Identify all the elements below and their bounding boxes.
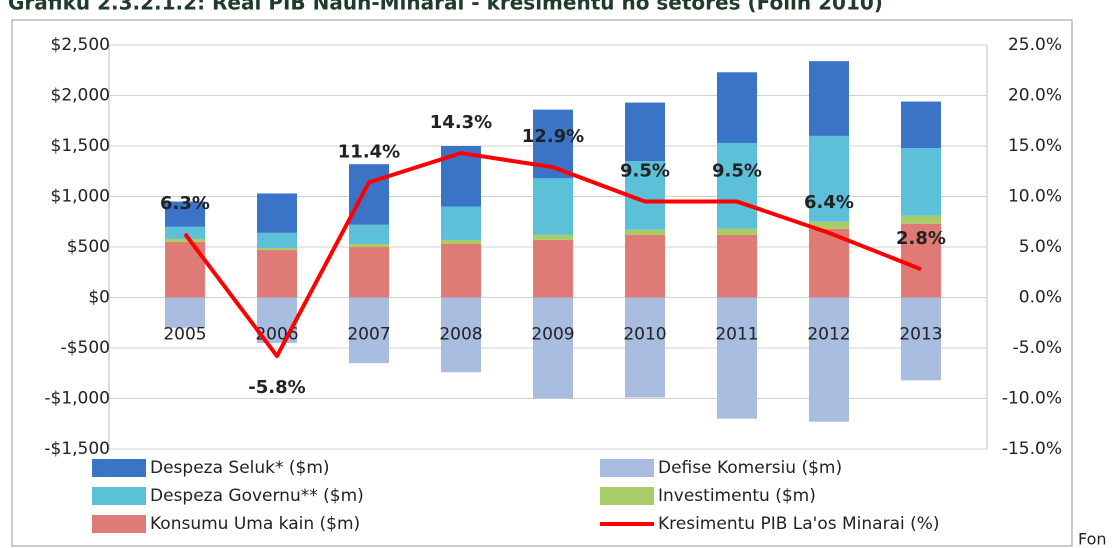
bar-segment (717, 142, 757, 229)
bar-segment (625, 102, 665, 162)
data-label: 14.3% (430, 112, 492, 133)
bar-segment (441, 243, 481, 298)
bar-segment (533, 297, 573, 399)
bar-segment (165, 238, 205, 242)
x-tick-label: 2010 (623, 325, 666, 345)
legend-label: Investimentu ($m) (658, 486, 816, 506)
source-note: Fon (1078, 530, 1107, 548)
legend-label: Despeza Governu** ($m) (150, 486, 364, 506)
x-tick-label: 2012 (807, 325, 850, 345)
y-tick-label: $2,500 (51, 35, 110, 55)
bar-segment (809, 297, 849, 422)
bar-segment (165, 226, 205, 239)
bar-segment (533, 178, 573, 235)
bar-segment (809, 61, 849, 136)
bar-segment (533, 239, 573, 298)
data-label: 11.4% (338, 141, 400, 162)
y2-tick-label: 20.0% (1008, 86, 1062, 106)
legend-label: Defise Komersiu ($m) (658, 458, 842, 478)
chart-title: Grafiku 2.3.2.1.2: Real PIB Naun-Minarai… (8, 0, 883, 15)
data-label: 6.3% (160, 193, 210, 214)
y2-tick-label: 5.0% (1019, 237, 1062, 257)
bar-segment (901, 215, 941, 224)
y2-tick-label: 15.0% (1008, 136, 1062, 156)
x-tick-label: 2009 (531, 325, 574, 345)
bar-segment (625, 297, 665, 398)
x-tick-label: 2013 (899, 325, 942, 345)
legend-label: Kresimentu PIB La'os Minarai (%) (658, 514, 940, 534)
bar-segment (349, 224, 389, 244)
y2-tick-label: 25.0% (1008, 35, 1062, 55)
data-label: 6.4% (804, 192, 854, 213)
y-tick-label: $500 (67, 237, 110, 257)
bar-segment (717, 297, 757, 419)
data-label: 2.8% (896, 228, 946, 249)
bar-segment (441, 239, 481, 244)
bar-segment (809, 135, 849, 222)
legend-label: Despeza Seluk* ($m) (150, 458, 330, 478)
bar-segment (257, 248, 297, 251)
y-tick-label: $1,500 (51, 136, 110, 156)
bar-segment (349, 243, 389, 247)
y-tick-label: -$1,500 (44, 439, 110, 459)
bar-segment (901, 148, 941, 216)
legend-swatch (92, 515, 146, 533)
legend-label: Konsumu Uma kain ($m) (150, 514, 360, 534)
bar-segment (257, 250, 297, 298)
line-series (183, 151, 922, 359)
bar-segment (625, 229, 665, 235)
data-label: -5.8% (248, 377, 305, 398)
bar-segment (165, 201, 205, 227)
x-tick-label: 2008 (439, 325, 482, 345)
bar-segment (533, 234, 573, 240)
bar-segment (717, 228, 757, 235)
y2-tick-label: 10.0% (1008, 187, 1062, 207)
data-label: 9.5% (712, 161, 762, 182)
y2-tick-label: -10.0% (1002, 389, 1062, 409)
bar-segment (441, 297, 481, 373)
legend-swatch (92, 487, 146, 505)
bar-segment (349, 297, 389, 364)
legend-swatch (92, 459, 146, 477)
bar-segment (809, 221, 849, 229)
bar-segment (165, 297, 205, 328)
legend-swatch (600, 459, 654, 477)
bar-segment (349, 247, 389, 298)
bar-segment (901, 101, 941, 149)
y2-tick-label: -5.0% (1013, 338, 1062, 358)
y2-tick-label: -15.0% (1002, 439, 1062, 459)
y2-tick-label: 0.0% (1019, 288, 1062, 308)
bar-segment (441, 206, 481, 240)
bar-segment (717, 72, 757, 143)
bar-segment (901, 297, 941, 381)
bar-segment (625, 234, 665, 298)
x-tick-label: 2005 (163, 325, 206, 345)
bar-segment (257, 193, 297, 233)
x-tick-label: 2011 (715, 325, 758, 345)
y-tick-label: -$500 (61, 338, 110, 358)
bar-segment (717, 234, 757, 298)
y-tick-label: -$1,000 (44, 389, 110, 409)
bar-segment (901, 223, 941, 298)
x-tick-label: 2007 (347, 325, 390, 345)
legend-swatch (600, 487, 654, 505)
y-tick-label: $0 (88, 288, 110, 308)
data-label: 9.5% (620, 161, 670, 182)
bar-segment (257, 232, 297, 249)
y-tick-label: $2,000 (51, 86, 110, 106)
y-tick-label: $1,000 (51, 187, 110, 207)
data-label: 12.9% (522, 126, 584, 147)
bar-segment (349, 164, 389, 225)
